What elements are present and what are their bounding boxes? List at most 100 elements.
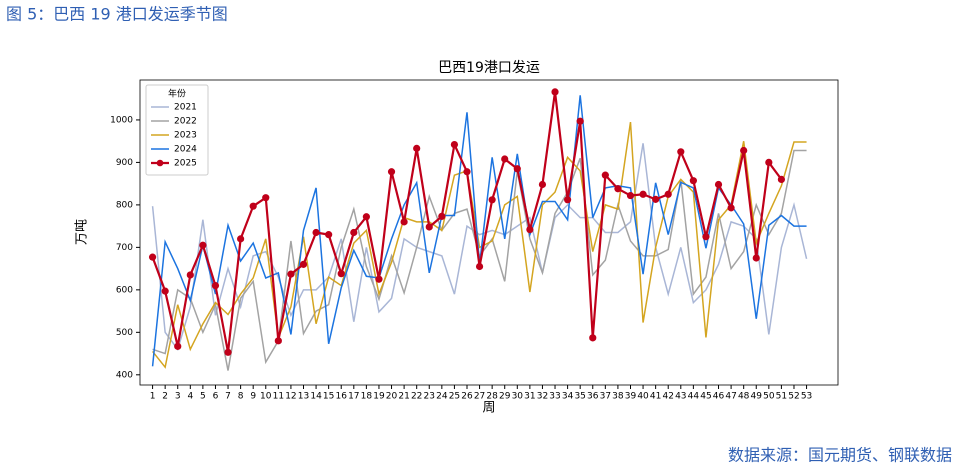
series-marker xyxy=(463,168,471,176)
series-marker xyxy=(664,190,672,198)
x-tick-label: 44 xyxy=(688,392,700,402)
series-marker xyxy=(299,260,308,268)
series-marker xyxy=(199,241,207,249)
legend-title: 年份 xyxy=(168,88,186,100)
legend-label: 2022 xyxy=(174,117,197,127)
x-tick-label: 5 xyxy=(200,392,206,402)
series-marker xyxy=(249,202,257,210)
series-marker xyxy=(287,270,295,278)
x-tick-label: 21 xyxy=(398,392,409,402)
series-marker xyxy=(639,190,647,198)
x-tick-label: 38 xyxy=(612,392,624,402)
series-marker xyxy=(224,348,232,356)
series-marker xyxy=(777,175,786,184)
series-marker xyxy=(475,262,484,271)
x-tick-label: 9 xyxy=(250,392,256,402)
x-tick-label: 22 xyxy=(411,392,422,402)
x-tick-label: 2 xyxy=(162,392,168,402)
x-tick-label: 3 xyxy=(175,392,181,402)
x-tick-label: 11 xyxy=(273,392,284,402)
x-tick-label: 37 xyxy=(600,392,611,402)
x-tick-label: 18 xyxy=(361,392,373,402)
source-note: 数据来源：国元期货、钢联数据 xyxy=(728,446,952,465)
series-marker xyxy=(400,218,408,226)
x-tick-label: 19 xyxy=(373,392,385,402)
x-tick-label: 32 xyxy=(537,392,548,402)
series-marker xyxy=(387,168,396,176)
x-tick-label: 40 xyxy=(637,392,649,402)
series-marker xyxy=(551,88,559,96)
series-marker xyxy=(237,235,245,243)
x-tick-label: 45 xyxy=(700,392,711,402)
series-marker xyxy=(425,223,433,231)
x-tick-label: 30 xyxy=(512,392,524,402)
series-marker xyxy=(526,225,534,234)
legend-label: 2023 xyxy=(174,131,197,141)
x-tick-label: 12 xyxy=(285,392,296,402)
x-tick-label: 50 xyxy=(763,392,775,402)
x-tick-label: 27 xyxy=(474,392,485,402)
x-tick-label: 53 xyxy=(801,392,812,402)
legend-label: 2021 xyxy=(174,103,197,113)
x-tick-label: 34 xyxy=(562,392,574,402)
y-tick-label: 500 xyxy=(116,328,133,338)
series-marker xyxy=(148,253,157,261)
series-marker xyxy=(702,233,710,241)
y-tick-label: 900 xyxy=(116,158,133,168)
x-tick-label: 23 xyxy=(424,392,435,402)
x-tick-label: 43 xyxy=(675,392,686,402)
x-tick-label: 31 xyxy=(524,392,535,402)
x-tick-label: 39 xyxy=(625,392,637,402)
x-tick-label: 35 xyxy=(574,392,585,402)
x-tick-label: 42 xyxy=(662,392,673,402)
series-marker xyxy=(174,342,182,350)
x-tick-label: 15 xyxy=(323,392,334,402)
x-tick-label: 52 xyxy=(788,392,799,402)
y-tick-label: 600 xyxy=(116,285,133,295)
x-tick-label: 29 xyxy=(499,392,511,402)
series-marker xyxy=(325,231,333,239)
series-marker xyxy=(312,228,320,237)
series-marker xyxy=(438,212,446,220)
x-tick-label: 20 xyxy=(386,392,398,402)
series-marker xyxy=(752,254,760,262)
series-marker xyxy=(375,275,383,283)
series-marker xyxy=(488,196,496,204)
series-marker xyxy=(576,117,584,125)
series-marker xyxy=(714,180,723,189)
series-marker xyxy=(614,185,622,193)
series-marker xyxy=(350,228,358,237)
x-tick-label: 24 xyxy=(436,392,448,402)
x-tick-label: 4 xyxy=(187,392,193,402)
series-marker xyxy=(513,165,521,173)
series-marker xyxy=(626,191,635,200)
x-tick-label: 16 xyxy=(335,392,347,402)
x-tick-label: 17 xyxy=(348,392,359,402)
series-marker xyxy=(601,171,609,179)
x-tick-label: 6 xyxy=(213,392,219,402)
series-marker xyxy=(501,155,509,163)
legend-label: 2025 xyxy=(174,159,197,169)
x-tick-label: 25 xyxy=(449,392,460,402)
x-tick-label: 51 xyxy=(776,392,787,402)
series-marker xyxy=(161,287,169,295)
series-marker xyxy=(337,270,345,278)
x-tick-label: 41 xyxy=(650,392,661,402)
series-marker xyxy=(564,196,572,204)
x-tick-label: 14 xyxy=(310,392,322,402)
plot-frame xyxy=(139,79,839,386)
series-marker xyxy=(186,271,194,279)
series-marker xyxy=(274,337,282,345)
y-tick-label: 400 xyxy=(116,370,133,380)
series-marker xyxy=(413,144,421,152)
y-tick-label: 700 xyxy=(116,243,133,253)
legend-marker xyxy=(156,159,164,167)
series-marker xyxy=(589,334,597,342)
series-marker xyxy=(765,158,773,167)
figure-title: 图 5：巴西 19 港口发运季节图 xyxy=(6,5,228,24)
x-tick-label: 47 xyxy=(725,392,736,402)
series-marker xyxy=(450,140,459,149)
x-tick-label: 36 xyxy=(587,392,599,402)
y-tick-label: 800 xyxy=(116,200,133,210)
